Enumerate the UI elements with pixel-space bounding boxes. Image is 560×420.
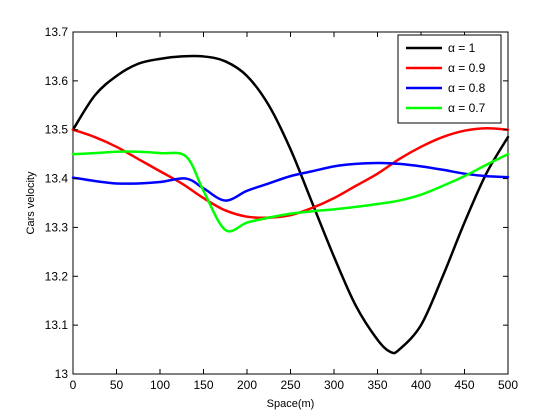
- legend-label-2: α = 0.8: [448, 81, 486, 95]
- x-tick-label: 100: [150, 378, 170, 392]
- y-tick-label: 13.1: [45, 318, 69, 332]
- x-axis-title: Space(m): [267, 398, 315, 410]
- legend-label-0: α = 1: [448, 41, 476, 55]
- legend: α = 1 α = 0.9 α = 0.8 α = 0.7: [397, 34, 502, 124]
- legend-label-3: α = 0.7: [448, 101, 486, 115]
- y-tick-label: 13.4: [45, 172, 69, 186]
- series-line-0: [71, 54, 510, 355]
- y-tick-label: 13.3: [45, 220, 69, 234]
- y-tick-label: 13: [55, 367, 69, 381]
- y-tick-label: 13.2: [45, 269, 69, 283]
- x-tick-label: 0: [70, 378, 77, 392]
- y-tick-label: 13.5: [45, 123, 69, 137]
- y-tick-label: 13.7: [45, 25, 69, 39]
- legend-label-1: α = 0.9: [448, 61, 486, 75]
- x-tick-label: 250: [280, 378, 300, 392]
- x-tick-label: 300: [324, 378, 344, 392]
- series-line-3: [71, 150, 510, 233]
- tick-layer: 0 50 100 150 200 250 300 350 400 450 500 13 13.1 13.2…: [45, 25, 519, 392]
- x-tick-label: 500: [498, 378, 518, 392]
- x-tick-label: 200: [237, 378, 257, 392]
- x-tick-label: 400: [411, 378, 431, 392]
- series-line-1: [71, 126, 510, 220]
- y-tick-label: 13.6: [45, 74, 69, 88]
- x-tick-label: 450: [454, 378, 474, 392]
- y-axis-title: Cars velocity: [25, 171, 37, 234]
- series-line-2: [71, 161, 510, 202]
- x-tick-label: 350: [367, 378, 387, 392]
- x-tick-label: 150: [193, 378, 213, 392]
- series-layer: [71, 54, 510, 355]
- x-tick-label: 50: [110, 378, 124, 392]
